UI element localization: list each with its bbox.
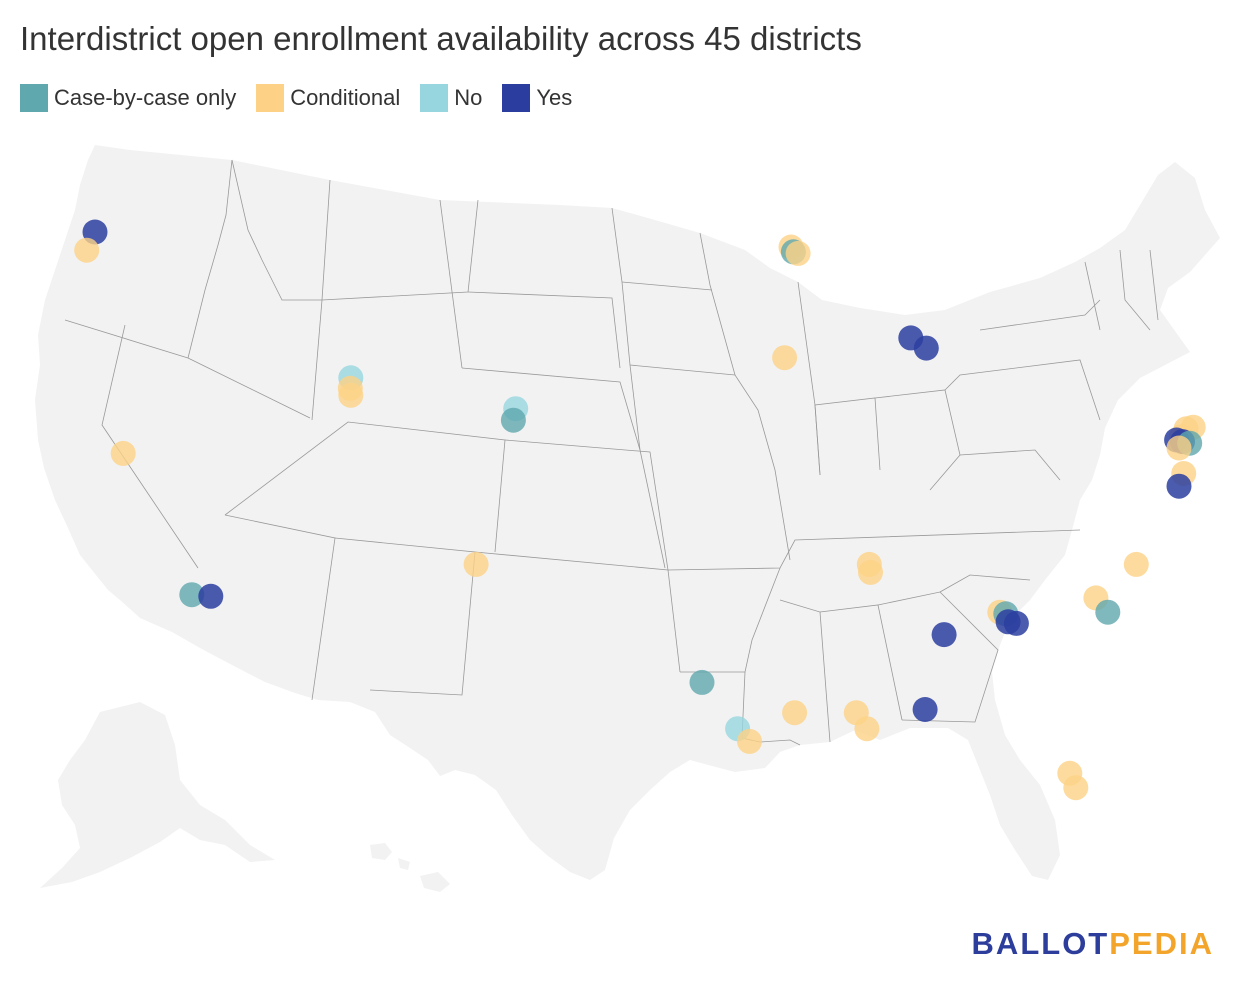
district-marker-cond[interactable]: [110, 440, 136, 466]
legend-label-no: No: [454, 85, 483, 110]
district-marker-cond[interactable]: [1123, 551, 1149, 577]
legend-item-case-by-case[interactable]: Case-by-case only: [20, 84, 236, 112]
district-marker-cond[interactable]: [1166, 435, 1192, 461]
legend-swatch-yes: [502, 84, 531, 112]
district-markers[interactable]: [74, 219, 1206, 801]
land-layer: [35, 145, 1220, 892]
ballotpedia-logo: BALLOTPEDIA: [972, 926, 1214, 962]
district-marker-cond[interactable]: [858, 559, 883, 585]
chart-title: Interdistrict open enrollment availabili…: [20, 20, 862, 57]
district-marker-cond[interactable]: [737, 728, 762, 754]
district-marker-case[interactable]: [689, 669, 715, 695]
district-marker-case[interactable]: [500, 407, 526, 433]
district-marker-yes[interactable]: [931, 622, 957, 648]
legend-swatch-conditional: [256, 84, 285, 112]
district-marker-cond[interactable]: [74, 237, 100, 263]
legend-swatch-case-by-case: [20, 84, 48, 112]
district-marker-cond[interactable]: [338, 382, 364, 408]
legend-label-yes: Yes: [536, 85, 573, 110]
district-marker-yes[interactable]: [1166, 473, 1192, 499]
district-marker-cond[interactable]: [785, 240, 811, 266]
district-marker-case[interactable]: [1095, 599, 1121, 625]
district-marker-cond[interactable]: [1063, 775, 1089, 801]
district-marker-yes[interactable]: [198, 583, 224, 609]
logo-part-ballot: BALLOT: [971, 926, 1110, 961]
district-marker-cond[interactable]: [854, 716, 880, 742]
district-marker-yes[interactable]: [1003, 610, 1029, 636]
logo-part-pedia: PEDIA: [1109, 926, 1214, 961]
district-marker-cond[interactable]: [463, 551, 489, 577]
district-marker-cond[interactable]: [772, 345, 798, 371]
legend-item-no[interactable]: No: [420, 84, 482, 112]
district-marker-cond[interactable]: [782, 700, 808, 726]
legend-label-case-by-case: Case-by-case only: [54, 85, 237, 110]
legend-label-conditional: Conditional: [290, 85, 401, 110]
legend-swatch-no: [420, 84, 449, 112]
district-marker-yes[interactable]: [913, 335, 939, 361]
state-borders: [64, 159, 1159, 746]
district-marker-yes[interactable]: [912, 697, 938, 722]
legend-item-conditional[interactable]: Conditional: [256, 84, 400, 112]
alaska: [40, 702, 275, 888]
hawaii: [370, 843, 450, 892]
district-marker-case[interactable]: [179, 582, 205, 608]
legend: Case-by-case only Conditional No Yes: [20, 84, 592, 112]
us-mainland: [35, 145, 1220, 880]
legend-item-yes[interactable]: Yes: [502, 84, 572, 112]
